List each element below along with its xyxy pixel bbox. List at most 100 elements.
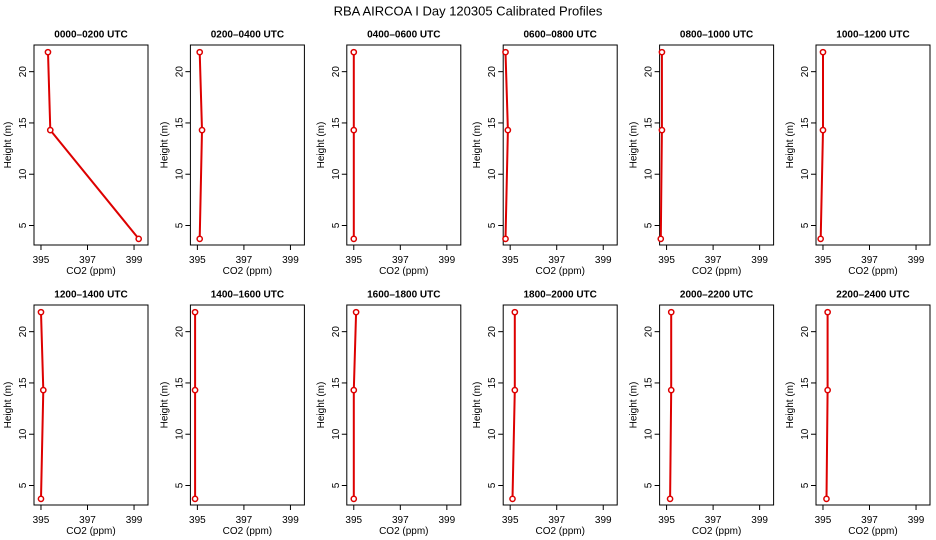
y-axis-label: Height (m) bbox=[3, 122, 14, 169]
x-tick-label: 395 bbox=[815, 255, 832, 266]
y-tick-label: 15 bbox=[487, 377, 498, 389]
y-tick-label: 5 bbox=[487, 482, 498, 488]
profile-point bbox=[817, 235, 825, 243]
profile-point bbox=[191, 308, 199, 316]
x-tick-label: 395 bbox=[502, 515, 519, 526]
x-axis-label: CO2 (ppm) bbox=[223, 266, 272, 277]
x-tick-label: 399 bbox=[751, 515, 768, 526]
x-tick-label: 399 bbox=[126, 255, 143, 266]
y-tick-label: 10 bbox=[18, 168, 29, 180]
y-tick-label: 15 bbox=[174, 117, 185, 129]
profile-line bbox=[825, 312, 829, 499]
y-tick-label: 10 bbox=[331, 168, 342, 180]
y-axis-label: Height (m) bbox=[629, 382, 640, 429]
y-tick-label: 5 bbox=[18, 482, 29, 488]
x-tick-label: 395 bbox=[189, 515, 206, 526]
x-axis-label: CO2 (ppm) bbox=[66, 526, 115, 537]
x-tick-label: 399 bbox=[595, 515, 612, 526]
x-axis-label: CO2 (ppm) bbox=[66, 266, 115, 277]
y-tick-label: 15 bbox=[18, 377, 29, 389]
x-tick-label: 399 bbox=[908, 255, 925, 266]
x-tick-label: 399 bbox=[438, 255, 455, 266]
y-tick-label: 5 bbox=[487, 222, 498, 228]
panel-title: 1400–1600 UTC bbox=[211, 290, 284, 301]
y-tick-label: 10 bbox=[800, 428, 811, 440]
profile-point bbox=[658, 126, 666, 134]
panel-title: 0000–0200 UTC bbox=[54, 30, 127, 41]
x-tick-label: 397 bbox=[236, 255, 253, 266]
profile-point bbox=[504, 126, 512, 134]
plot-frame bbox=[189, 304, 305, 506]
y-tick-label: 5 bbox=[174, 222, 185, 228]
profile-point bbox=[819, 126, 827, 134]
y-axis-label: Height (m) bbox=[316, 122, 327, 169]
profile-point bbox=[667, 308, 675, 316]
y-tick-label: 20 bbox=[644, 66, 655, 78]
plot-frame bbox=[189, 44, 305, 246]
y-tick-label: 20 bbox=[800, 326, 811, 338]
x-tick-label: 397 bbox=[705, 515, 722, 526]
panel-title: 1200–1400 UTC bbox=[54, 290, 127, 301]
y-tick-label: 20 bbox=[487, 66, 498, 78]
y-axis-label: Height (m) bbox=[159, 382, 170, 429]
profile-line bbox=[669, 312, 673, 499]
y-tick-label: 15 bbox=[800, 117, 811, 129]
y-tick-label: 20 bbox=[331, 326, 342, 338]
profile-point bbox=[37, 495, 45, 503]
chart-title: RBA AIRCOA I Day 120305 Calibrated Profi… bbox=[334, 3, 603, 18]
panel-title: 0800–1000 UTC bbox=[680, 30, 753, 41]
y-axis-label: Height (m) bbox=[629, 122, 640, 169]
x-tick-label: 399 bbox=[282, 515, 299, 526]
x-tick-label: 399 bbox=[282, 255, 299, 266]
y-tick-label: 10 bbox=[644, 168, 655, 180]
profile-point bbox=[658, 48, 666, 56]
panel-title: 0400–0600 UTC bbox=[367, 30, 440, 41]
profile-point bbox=[819, 48, 827, 56]
x-axis-label: CO2 (ppm) bbox=[379, 266, 428, 277]
x-axis-label: CO2 (ppm) bbox=[848, 526, 897, 537]
x-tick-label: 397 bbox=[548, 515, 565, 526]
profile-point bbox=[350, 235, 358, 243]
x-tick-label: 395 bbox=[815, 515, 832, 526]
x-axis-label: CO2 (ppm) bbox=[848, 266, 897, 277]
x-tick-label: 397 bbox=[861, 255, 878, 266]
profile-point bbox=[509, 495, 516, 503]
y-tick-label: 10 bbox=[644, 428, 655, 440]
y-axis-label: Height (m) bbox=[472, 382, 483, 429]
profile-point bbox=[191, 386, 199, 394]
profile-point bbox=[823, 495, 830, 503]
plot-frame bbox=[815, 304, 931, 506]
x-tick-label: 399 bbox=[438, 515, 455, 526]
y-tick-label: 15 bbox=[18, 117, 29, 129]
profile-point bbox=[511, 386, 519, 394]
x-tick-label: 397 bbox=[705, 255, 722, 266]
x-axis-label: CO2 (ppm) bbox=[223, 526, 272, 537]
y-tick-label: 5 bbox=[18, 222, 29, 228]
profile-line bbox=[659, 52, 663, 239]
y-tick-label: 15 bbox=[800, 377, 811, 389]
y-tick-label: 15 bbox=[174, 377, 185, 389]
panel-title: 1800–2000 UTC bbox=[524, 290, 597, 301]
y-tick-label: 10 bbox=[174, 428, 185, 440]
y-tick-label: 20 bbox=[331, 66, 342, 78]
profile-point bbox=[824, 386, 831, 394]
profile-point bbox=[135, 235, 143, 243]
y-tick-label: 20 bbox=[644, 326, 655, 338]
y-tick-label: 10 bbox=[800, 168, 811, 180]
profile-point bbox=[191, 495, 199, 503]
x-tick-label: 395 bbox=[658, 255, 675, 266]
y-tick-label: 5 bbox=[800, 222, 811, 228]
y-tick-label: 10 bbox=[174, 168, 185, 180]
x-tick-label: 395 bbox=[345, 255, 362, 266]
x-tick-label: 395 bbox=[33, 515, 50, 526]
x-tick-label: 395 bbox=[33, 255, 50, 266]
y-tick-label: 20 bbox=[174, 66, 185, 78]
y-tick-label: 15 bbox=[487, 117, 498, 129]
x-tick-label: 397 bbox=[236, 515, 253, 526]
x-tick-label: 395 bbox=[189, 255, 206, 266]
x-tick-label: 395 bbox=[345, 515, 362, 526]
y-tick-label: 10 bbox=[487, 168, 498, 180]
x-axis-label: CO2 (ppm) bbox=[535, 526, 584, 537]
x-tick-label: 397 bbox=[392, 255, 409, 266]
x-tick-label: 397 bbox=[79, 515, 96, 526]
